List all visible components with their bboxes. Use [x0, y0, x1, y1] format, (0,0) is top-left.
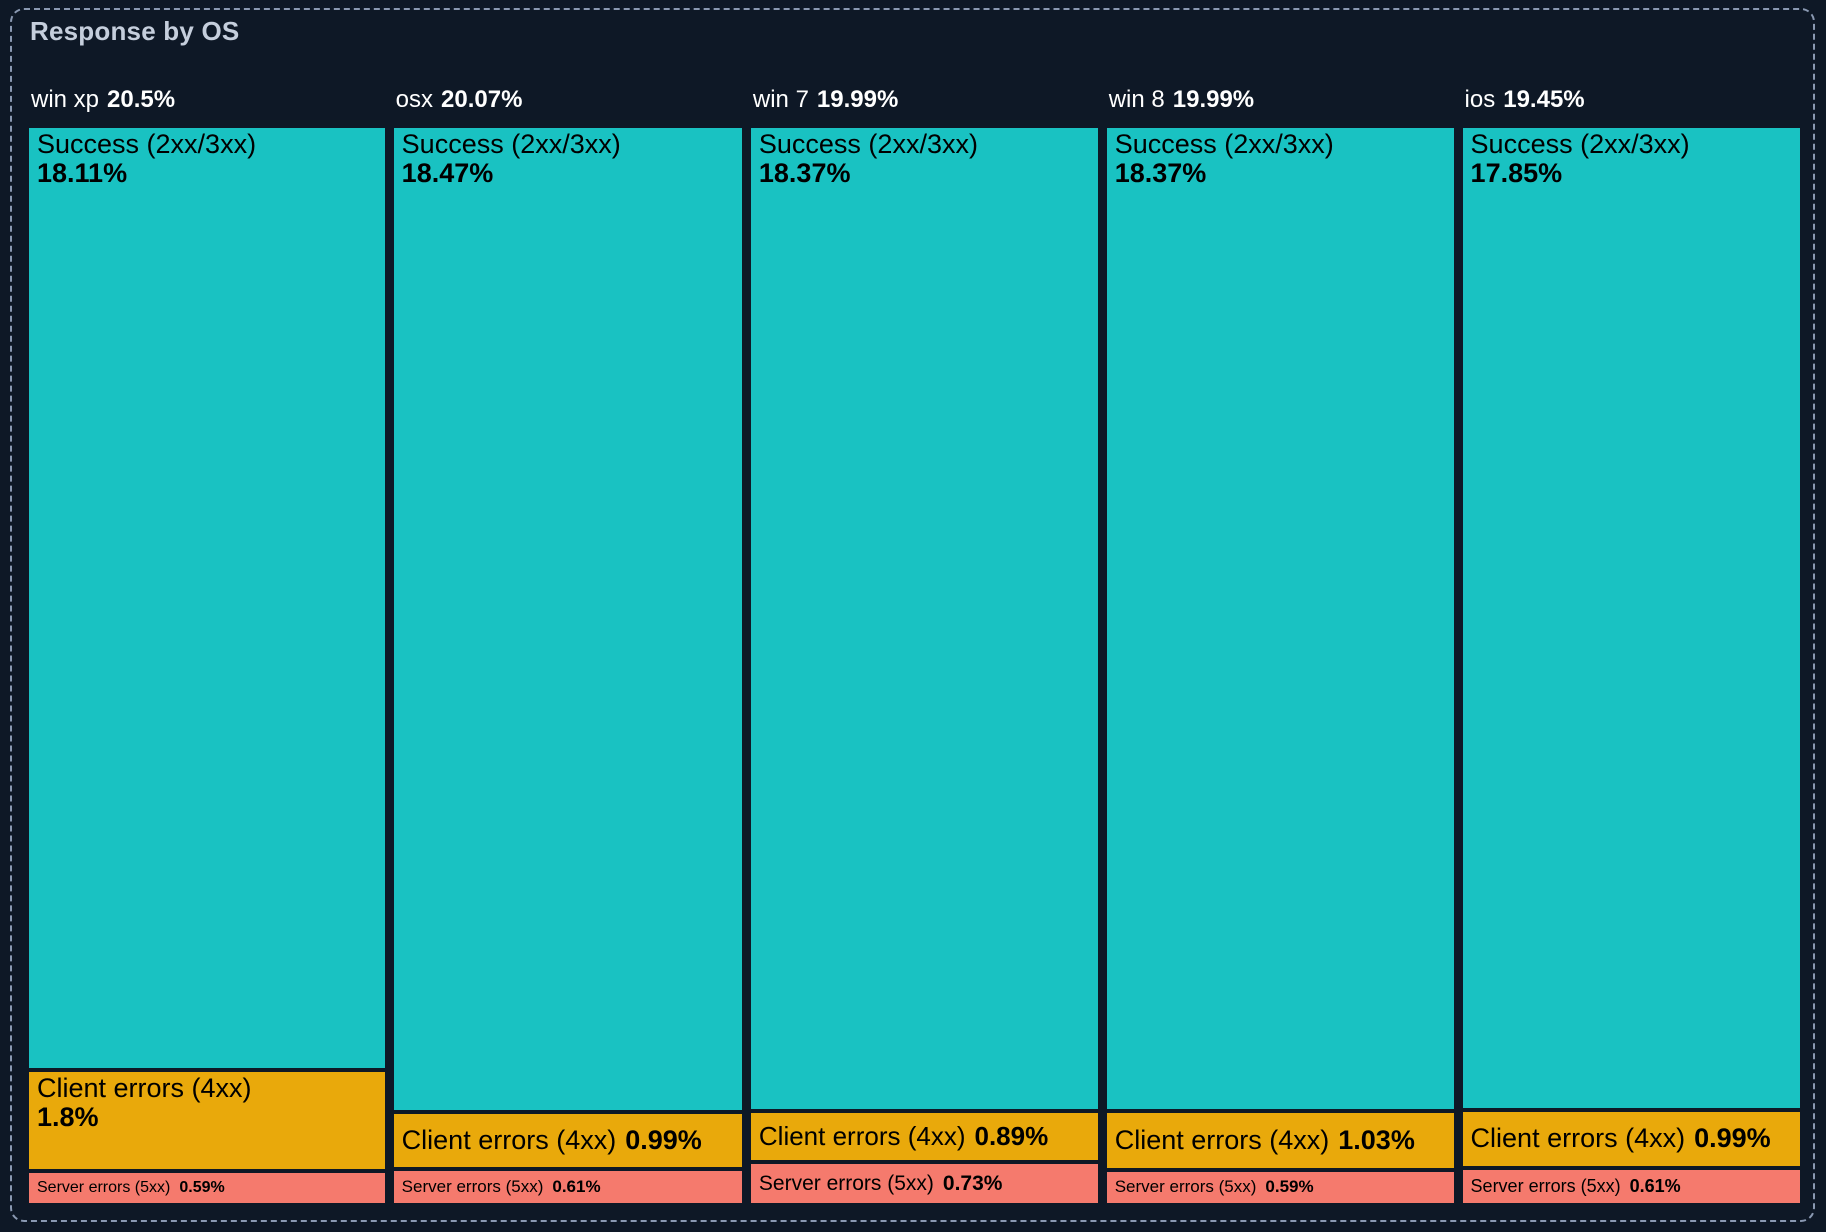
segment-label: Server errors (5xx): [758, 1171, 934, 1195]
segment-client-errors[interactable]: Client errors (4xx) 0.99%: [1462, 1111, 1800, 1166]
segments-osx: Success (2xx/3xx) 18.47% Client errors (…: [393, 128, 742, 1203]
segment-value: 18.11%: [37, 158, 128, 189]
os-pct: 20.07%: [441, 86, 523, 113]
segment-label: Server errors (5xx): [1470, 1175, 1621, 1196]
segment-client-errors[interactable]: Client errors (4xx) 0.89%: [750, 1112, 1098, 1161]
segment-label: Server errors (5xx): [37, 1178, 171, 1196]
segment-server-errors[interactable]: Server errors (5xx) 0.61%: [393, 1170, 742, 1203]
os-pct: 19.99%: [816, 86, 899, 113]
segment-success[interactable]: Success (2xx/3xx) 18.37%: [750, 128, 1098, 1109]
os-label-win-xp: win xp 20.5%: [29, 60, 385, 128]
os-name: win xp: [31, 86, 100, 113]
segment-value: 0.61%: [1629, 1175, 1681, 1196]
segments-win-7: Success (2xx/3xx) 18.37% Client errors (…: [750, 128, 1098, 1203]
segment-label: Client errors (4xx): [1470, 1123, 1686, 1154]
segment-value: 18.47%: [401, 158, 494, 189]
segment-success[interactable]: Success (2xx/3xx) 18.11%: [29, 128, 385, 1068]
os-name: ios: [1464, 86, 1496, 113]
segment-client-errors[interactable]: Client errors (4xx) 0.99%: [393, 1114, 742, 1167]
os-pct: 19.99%: [1172, 86, 1255, 113]
os-column-win-xp: win xp 20.5% Success (2xx/3xx) 18.11% Cl…: [29, 60, 385, 1203]
segment-label: Success (2xx/3xx): [1470, 129, 1690, 159]
segment-value: 1.8%: [37, 1101, 99, 1132]
segment-value: 1.03%: [1338, 1124, 1415, 1155]
segment-server-errors[interactable]: Server errors (5xx) 0.61%: [1462, 1169, 1800, 1204]
segments-win-8: Success (2xx/3xx) 18.37% Client errors (…: [1106, 128, 1454, 1203]
os-pct: 20.5%: [107, 86, 176, 113]
segment-value: 0.99%: [1694, 1123, 1771, 1154]
segment-label: Success (2xx/3xx): [758, 129, 978, 159]
segment-success[interactable]: Success (2xx/3xx) 18.47%: [393, 128, 742, 1111]
segment-value: 18.37%: [758, 158, 851, 189]
segment-label: Client errors (4xx): [758, 1121, 966, 1152]
segment-client-errors[interactable]: Client errors (4xx) 1.8%: [29, 1071, 385, 1169]
segment-label: Success (2xx/3xx): [1114, 129, 1334, 159]
os-name: win 8: [1108, 86, 1165, 113]
segment-value: 0.73%: [942, 1171, 1003, 1195]
segment-client-errors[interactable]: Client errors (4xx) 1.03%: [1106, 1112, 1454, 1168]
segment-label: Success (2xx/3xx): [401, 129, 621, 159]
segment-server-errors[interactable]: Server errors (5xx) 0.59%: [29, 1172, 385, 1203]
os-label-win-7: win 7 19.99%: [751, 60, 1098, 128]
segment-value: 0.59%: [1265, 1177, 1314, 1197]
segment-value: 18.37%: [1114, 158, 1207, 189]
os-column-win-8: win 8 19.99% Success (2xx/3xx) 18.37% Cl…: [1106, 60, 1454, 1203]
segment-label: Success (2xx/3xx): [37, 129, 257, 159]
segment-value: 0.89%: [974, 1121, 1049, 1152]
os-label-ios: ios 19.45%: [1463, 60, 1800, 128]
os-name: win 7: [752, 86, 809, 113]
segment-label: Client errors (4xx): [1114, 1124, 1330, 1155]
segment-value: 17.85%: [1470, 158, 1563, 189]
os-column-osx: osx 20.07% Success (2xx/3xx) 18.47% Clie…: [393, 60, 742, 1203]
segments-win-xp: Success (2xx/3xx) 18.11% Client errors (…: [29, 128, 385, 1203]
segment-server-errors[interactable]: Server errors (5xx) 0.59%: [1106, 1171, 1454, 1203]
segment-server-errors[interactable]: Server errors (5xx) 0.73%: [750, 1164, 1098, 1203]
segment-label: Server errors (5xx): [401, 1176, 544, 1196]
os-label-osx: osx 20.07%: [394, 60, 742, 128]
segment-success[interactable]: Success (2xx/3xx) 17.85%: [1462, 128, 1800, 1108]
os-column-ios: ios 19.45% Success (2xx/3xx) 17.85% Clie…: [1462, 60, 1800, 1204]
segment-label: Client errors (4xx): [401, 1124, 617, 1155]
os-pct: 19.45%: [1503, 86, 1585, 113]
os-name: osx: [395, 86, 434, 113]
segment-value: 0.99%: [625, 1124, 702, 1155]
segment-value: 0.61%: [552, 1176, 601, 1196]
segment-success[interactable]: Success (2xx/3xx) 18.37%: [1106, 128, 1454, 1109]
segment-label: Client errors (4xx): [37, 1072, 252, 1103]
segment-value: 0.59%: [179, 1178, 225, 1196]
response-by-os-chart: win xp 20.5% Success (2xx/3xx) 18.11% Cl…: [29, 60, 1800, 1204]
os-label-win-8: win 8 19.99%: [1107, 60, 1454, 128]
segments-ios: Success (2xx/3xx) 17.85% Client errors (…: [1462, 128, 1800, 1204]
segment-label: Server errors (5xx): [1114, 1177, 1257, 1197]
os-column-win-7: win 7 19.99% Success (2xx/3xx) 18.37% Cl…: [750, 60, 1098, 1203]
panel-title: Response by OS: [30, 16, 240, 46]
